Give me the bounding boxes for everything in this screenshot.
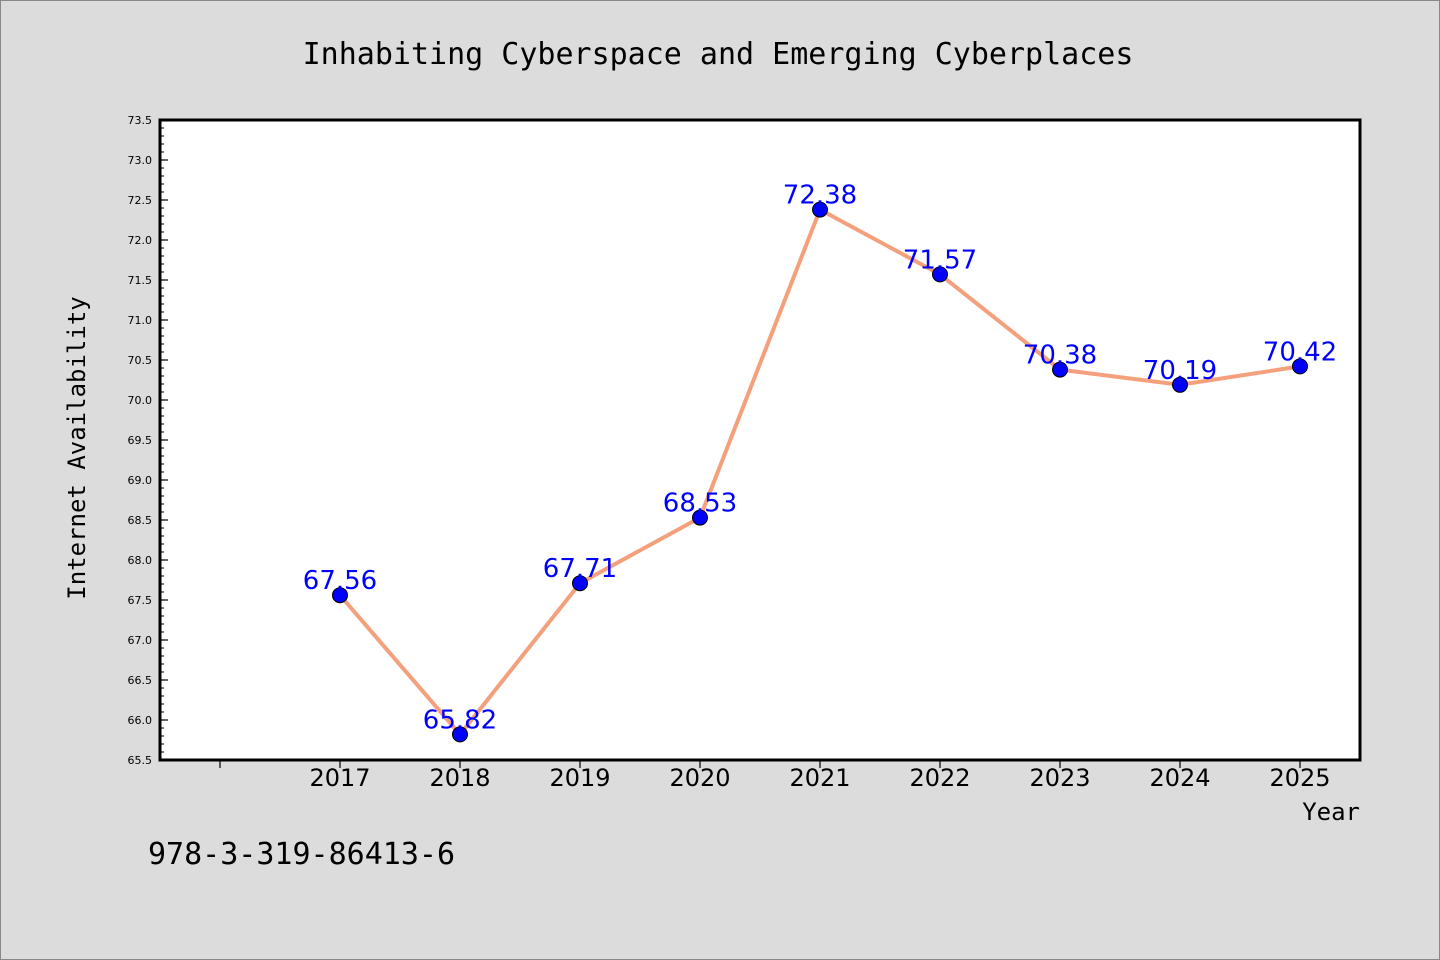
data-label: 65.82 <box>423 705 497 735</box>
x-tick-label: 2017 <box>309 764 370 792</box>
y-tick-label: 73.0 <box>128 154 153 167</box>
y-axis-label: Internet Availability <box>63 296 91 599</box>
x-tick-label: 2022 <box>909 764 970 792</box>
data-point <box>1172 376 1188 393</box>
data-point <box>692 509 708 526</box>
y-tick-label: 70.0 <box>128 394 153 407</box>
y-tick-label: 71.0 <box>128 314 153 327</box>
y-tick-label: 69.0 <box>128 474 153 487</box>
data-point <box>332 587 348 604</box>
data-label: 72.38 <box>783 181 857 211</box>
data-point <box>1292 358 1308 375</box>
y-tick-label: 72.0 <box>128 234 153 247</box>
x-tick-label: 2019 <box>549 764 610 792</box>
y-tick-label: 67.5 <box>128 594 153 607</box>
data-label: 70.19 <box>1143 356 1217 386</box>
y-tick-label: 66.5 <box>128 674 153 687</box>
data-point <box>572 575 588 592</box>
plot-area <box>158 118 1362 762</box>
x-tick-label: 2020 <box>669 764 730 792</box>
data-point <box>812 201 828 218</box>
x-tick-label: 2023 <box>1029 764 1090 792</box>
data-label: 67.71 <box>543 554 617 584</box>
x-axis: 2017 2018 2019 2020 2021 2022 2023 2024 2025 <box>219 760 1331 792</box>
y-tick-label: 72.5 <box>128 194 153 207</box>
data-label: 71.57 <box>903 245 977 275</box>
x-tick-label: 2018 <box>429 764 490 792</box>
data-point <box>1052 361 1068 378</box>
x-tick-label: 2025 <box>1269 764 1330 792</box>
y-axis: 65.5 66.0 66.5 67.0 67.5 68.0 68.5 69.0 69.5 70.0… <box>128 114 168 767</box>
data-labels: 67.56 65.82 67.71 68.53 72.38 71.57 70.38 70.19… <box>303 181 1337 736</box>
y-tick-label: 68.0 <box>128 554 153 567</box>
data-label: 70.38 <box>1023 341 1097 371</box>
data-label: 67.56 <box>303 566 377 596</box>
data-label: 68.53 <box>663 489 737 519</box>
y-tick-label: 66.0 <box>128 714 153 727</box>
y-tick-label: 67.0 <box>128 634 153 647</box>
y-tick-label: 71.5 <box>128 274 153 287</box>
chart-title: Inhabiting Cyberspace and Emerging Cyber… <box>303 37 1134 72</box>
y-tick-label: 70.5 <box>128 354 153 367</box>
y-tick-label: 73.5 <box>128 114 153 127</box>
y-tick-label: 69.5 <box>128 434 153 447</box>
x-tick-label: 2024 <box>1149 764 1210 792</box>
y-tick-label: 68.5 <box>128 514 153 527</box>
x-axis-label: Year <box>1302 798 1360 826</box>
data-label: 70.42 <box>1263 337 1337 367</box>
series-internet-availability <box>332 201 1308 743</box>
y-tick-label: 65.5 <box>128 754 153 767</box>
data-point <box>932 266 948 283</box>
isbn-annotation: 978-3-319-86413-6 <box>148 837 455 872</box>
x-tick-label: 2021 <box>789 764 850 792</box>
data-point <box>452 726 468 743</box>
